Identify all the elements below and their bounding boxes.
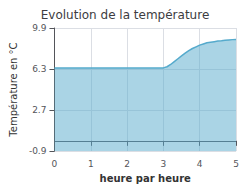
svg-text:Température en °C: Température en °C <box>8 42 19 137</box>
svg-text:-0.9: -0.9 <box>29 146 47 156</box>
svg-text:2.7: 2.7 <box>32 105 46 115</box>
svg-text:3: 3 <box>161 159 167 169</box>
svg-text:2: 2 <box>124 159 130 169</box>
svg-text:heure par heure: heure par heure <box>100 173 191 184</box>
svg-text:0: 0 <box>52 159 58 169</box>
svg-text:1: 1 <box>88 159 94 169</box>
svg-text:4: 4 <box>197 159 203 169</box>
svg-text:9.9: 9.9 <box>32 23 47 33</box>
svg-text:5: 5 <box>233 159 239 169</box>
svg-text:Evolution de la température: Evolution de la température <box>41 8 210 22</box>
svg-text:6.3: 6.3 <box>32 64 46 74</box>
